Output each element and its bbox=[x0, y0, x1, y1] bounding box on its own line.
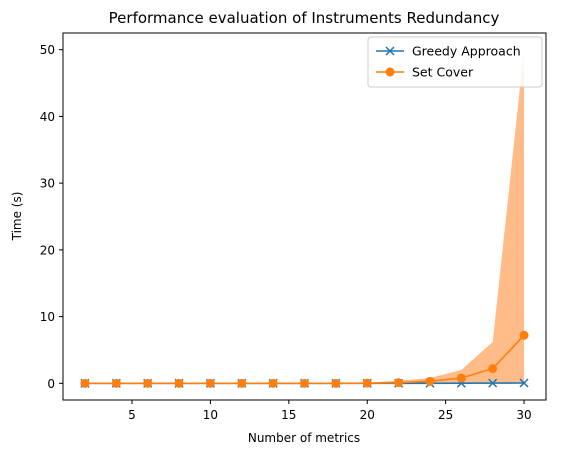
x-tick-label: 30 bbox=[516, 408, 531, 422]
axes: 5 10 15 20 25 30 0 10 20 30 40 50 bbox=[40, 32, 547, 422]
legend-label: Greedy Approach bbox=[412, 44, 521, 59]
y-tick-label: 40 bbox=[40, 110, 55, 124]
series-1-point bbox=[237, 378, 247, 388]
y-tick-label: 50 bbox=[40, 43, 55, 57]
marker-stroke bbox=[519, 378, 529, 388]
axes-frame bbox=[62, 32, 547, 401]
legend: Greedy Approach Set Cover bbox=[367, 36, 543, 88]
series-1-point bbox=[80, 378, 90, 388]
legend-entry-0: Greedy Approach bbox=[376, 44, 521, 59]
series-0-point bbox=[519, 378, 529, 388]
series-1-point bbox=[174, 378, 184, 388]
x-tick-label: 20 bbox=[360, 408, 375, 422]
series-1-point bbox=[205, 378, 215, 388]
x-axis-label: Number of metrics bbox=[248, 431, 360, 445]
chart-title: Performance evaluation of Instruments Re… bbox=[109, 9, 500, 27]
marker-stroke bbox=[488, 378, 498, 388]
series-1-point bbox=[362, 378, 372, 388]
legend-marker bbox=[385, 67, 395, 77]
series-1-point bbox=[111, 378, 121, 388]
y-tick-label: 20 bbox=[40, 243, 55, 257]
y-tick-label: 30 bbox=[40, 177, 55, 191]
legend-marker bbox=[385, 46, 395, 56]
series-1-point bbox=[300, 378, 309, 388]
plot-area bbox=[80, 49, 529, 388]
y-axis-label: Time (s) bbox=[10, 192, 24, 242]
y-tick-label: 10 bbox=[40, 310, 55, 324]
x-tick-label: 5 bbox=[128, 408, 136, 422]
series-1-point bbox=[488, 364, 498, 374]
x-tick-label: 15 bbox=[281, 408, 296, 422]
series-1-point bbox=[425, 376, 435, 386]
series-1-point bbox=[519, 330, 529, 340]
series-1-point bbox=[143, 378, 153, 388]
legend-label: Set Cover bbox=[412, 65, 474, 80]
series-0-point bbox=[488, 378, 498, 388]
series-1-point bbox=[331, 378, 341, 388]
x-tick-label: 10 bbox=[203, 408, 218, 422]
x-tick-label: 25 bbox=[438, 408, 453, 422]
legend-entry-1: Set Cover bbox=[376, 65, 474, 80]
series-1-point bbox=[268, 378, 278, 388]
series-1-point bbox=[394, 378, 404, 388]
y-tick-label: 0 bbox=[47, 377, 55, 391]
series-1-point bbox=[456, 373, 466, 383]
legend-box bbox=[367, 36, 543, 88]
